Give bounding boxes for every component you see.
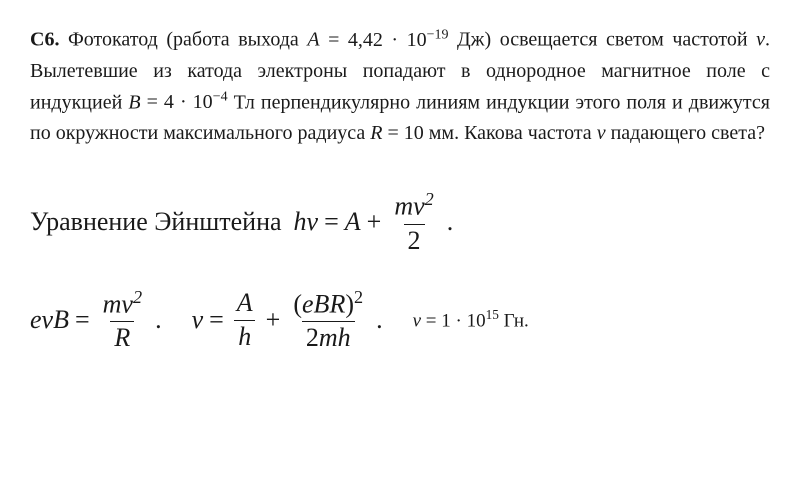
text-p1: Фотокатод (работа выхода	[68, 29, 307, 51]
result: ν = 1 · 1015 Гн.	[413, 307, 529, 332]
var-B: B	[128, 91, 140, 113]
var-A: A	[307, 29, 319, 51]
var-nu: ν	[756, 29, 765, 51]
problem-statement: C6. Фотокатод (работа выхода A = 4,42 · …	[30, 24, 770, 149]
nu-equation: ν = A h + (eBR)2 22mhmh .	[192, 287, 383, 353]
eq-R: = 10 мм. Какова частота	[382, 122, 596, 144]
einstein-fraction: mv2 2	[390, 189, 437, 255]
nu-frac1: A h	[233, 289, 257, 351]
text-p2: Дж) освещается светом частотой	[449, 29, 757, 51]
nu-frac2: (eBR)2 22mhmh	[289, 287, 367, 353]
var-R: R	[370, 122, 382, 144]
eq-B: = 4 · 10−4	[141, 91, 228, 113]
var-nu2: ν	[597, 122, 606, 144]
lorentz-fraction: mv2 R	[99, 287, 146, 353]
text-p5: падающего света?	[606, 122, 765, 144]
eq-A: = 4,42 · 10−19	[320, 29, 449, 51]
equation-row-2: evB = mv2 R . ν = A h + (eBR)2 22mhmh . …	[30, 287, 770, 353]
einstein-body: hν = A + mv2 2 .	[294, 189, 454, 255]
einstein-label: Уравнение Эйнштейна	[30, 207, 282, 237]
problem-label: C6.	[30, 29, 59, 51]
einstein-equation: Уравнение Эйнштейна hν = A + mv2 2 .	[30, 189, 770, 255]
lorentz-equation: evB = mv2 R .	[30, 287, 162, 353]
